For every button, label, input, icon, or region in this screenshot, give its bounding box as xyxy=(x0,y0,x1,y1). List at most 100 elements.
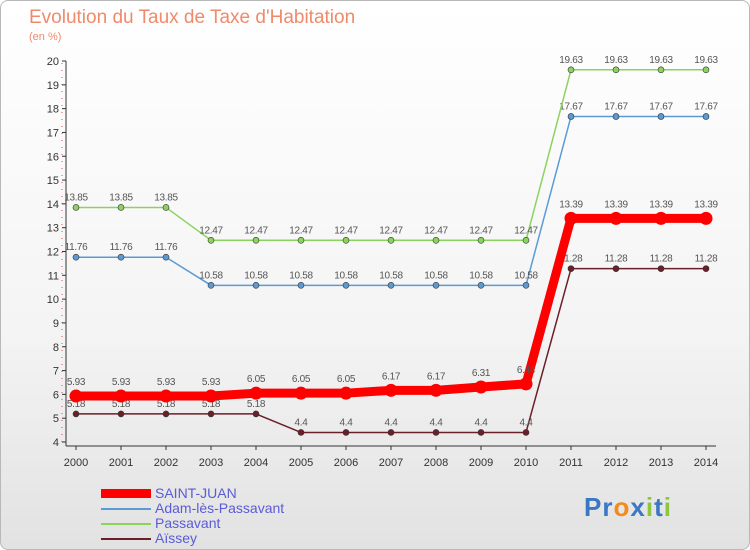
logo-letter: P xyxy=(584,492,603,522)
data-point-passavant xyxy=(477,237,485,244)
data-label-adam-les-passavant: 17.67 xyxy=(559,101,583,112)
data-label-saint-juan: 5.93 xyxy=(67,377,86,388)
data-point-aissey xyxy=(522,429,530,436)
data-point-passavant xyxy=(117,204,125,211)
data-point-adam-les-passavant xyxy=(657,113,665,120)
data-label-passavant: 12.47 xyxy=(424,225,448,236)
unit-label: (en %) xyxy=(29,31,62,43)
x-tick-label: 2005 xyxy=(289,457,313,469)
data-point-adam-les-passavant xyxy=(567,113,575,120)
data-label-aissey: 4.4 xyxy=(384,417,398,428)
data-label-aissey: 5.18 xyxy=(247,399,266,410)
proxiti-logo: Proxiti xyxy=(584,492,672,523)
data-point-passavant xyxy=(612,66,620,74)
data-label-aissey: 4.4 xyxy=(474,417,488,428)
data-label-adam-les-passavant: 10.58 xyxy=(244,270,268,281)
data-point-saint-juan xyxy=(69,389,83,403)
data-label-adam-les-passavant: 11.76 xyxy=(110,242,134,253)
legend-swatch-saint-juan xyxy=(101,489,151,498)
data-label-passavant: 13.85 xyxy=(154,192,178,203)
data-label-aissey: 4.4 xyxy=(339,417,353,428)
logo-letter: i xyxy=(645,492,655,522)
data-point-aissey xyxy=(432,429,440,436)
data-label-aissey: 4.4 xyxy=(294,417,308,428)
data-label-saint-juan: 6.44 xyxy=(517,365,536,376)
data-label-adam-les-passavant: 10.58 xyxy=(514,270,538,281)
logo-letter: o xyxy=(613,492,631,522)
data-label-adam-les-passavant: 10.58 xyxy=(289,270,313,281)
data-point-passavant xyxy=(207,237,215,244)
legend-swatch-aissey xyxy=(101,538,151,540)
data-point-saint-juan xyxy=(699,211,713,225)
data-point-adam-les-passavant xyxy=(432,282,440,289)
data-label-aissey: 11.28 xyxy=(605,254,629,265)
data-point-passavant xyxy=(72,204,80,211)
logo-letter: x xyxy=(630,492,646,522)
data-point-saint-juan xyxy=(429,383,443,397)
data-point-passavant xyxy=(432,237,440,244)
data-label-saint-juan: 6.05 xyxy=(247,374,266,385)
logo-letter: i xyxy=(663,492,672,522)
data-label-saint-juan: 13.39 xyxy=(604,199,628,210)
x-tick-label: 2012 xyxy=(604,457,628,469)
y-tick-label: 6 xyxy=(53,389,59,401)
data-label-saint-juan: 5.93 xyxy=(157,377,176,388)
x-tick-label: 2014 xyxy=(694,457,718,469)
data-point-adam-les-passavant xyxy=(162,253,170,261)
data-point-saint-juan xyxy=(654,211,668,225)
x-tick-label: 2003 xyxy=(199,457,223,469)
data-point-saint-juan xyxy=(474,380,488,394)
data-label-adam-les-passavant: 10.58 xyxy=(469,270,493,281)
data-point-saint-juan xyxy=(249,386,263,400)
data-label-saint-juan: 6.05 xyxy=(292,374,311,385)
data-label-saint-juan: 6.17 xyxy=(382,371,401,382)
x-tick-label: 2004 xyxy=(244,457,268,469)
data-point-adam-les-passavant xyxy=(252,282,260,289)
data-point-adam-les-passavant xyxy=(522,282,530,289)
data-label-adam-les-passavant: 17.67 xyxy=(604,101,628,112)
data-label-aissey: 5.18 xyxy=(157,399,176,410)
data-point-aissey xyxy=(207,410,215,418)
data-point-adam-les-passavant xyxy=(297,282,305,289)
y-tick-label: 13 xyxy=(47,223,59,235)
y-tick-label: 16 xyxy=(47,151,59,163)
x-tick-label: 2007 xyxy=(379,457,403,469)
data-point-aissey xyxy=(297,429,305,436)
data-label-aissey: 5.18 xyxy=(67,399,86,410)
data-point-adam-les-passavant xyxy=(387,282,395,289)
data-point-aissey xyxy=(162,410,170,418)
y-tick-label: 18 xyxy=(47,104,59,116)
y-tick-label: 20 xyxy=(47,56,59,68)
data-label-saint-juan: 6.31 xyxy=(472,368,491,379)
data-label-saint-juan: 6.17 xyxy=(427,371,446,382)
data-point-passavant xyxy=(162,204,170,211)
x-tick-label: 2006 xyxy=(334,457,358,469)
data-point-adam-les-passavant xyxy=(117,253,125,261)
data-point-saint-juan xyxy=(114,389,128,403)
data-label-passavant: 19.63 xyxy=(604,55,628,66)
y-tick-label: 19 xyxy=(47,80,59,92)
y-tick-label: 7 xyxy=(53,366,59,378)
data-label-adam-les-passavant: 10.58 xyxy=(379,270,403,281)
data-label-passavant: 12.47 xyxy=(514,225,538,236)
data-label-adam-les-passavant: 17.67 xyxy=(649,101,673,112)
data-point-passavant xyxy=(387,237,395,244)
data-point-aissey xyxy=(117,410,125,418)
logo-letter: t xyxy=(654,492,664,522)
data-point-aissey xyxy=(567,265,575,272)
data-label-adam-les-passavant: 10.58 xyxy=(334,270,358,281)
data-label-saint-juan: 13.39 xyxy=(649,199,673,210)
data-label-aissey: 5.18 xyxy=(202,399,221,410)
data-label-saint-juan: 5.93 xyxy=(202,377,221,388)
data-point-passavant xyxy=(297,237,305,244)
data-label-aissey: 11.28 xyxy=(560,254,584,265)
x-tick-label: 2013 xyxy=(649,457,673,469)
chart-title: Evolution du Taux de Taxe d'Habitation xyxy=(29,7,356,28)
data-label-passavant: 19.63 xyxy=(649,55,673,66)
data-point-aissey xyxy=(477,429,485,436)
x-tick-label: 2001 xyxy=(109,457,133,469)
data-label-adam-les-passavant: 17.67 xyxy=(694,101,718,112)
y-tick-label: 17 xyxy=(47,127,59,139)
y-tick-label: 9 xyxy=(53,318,59,330)
